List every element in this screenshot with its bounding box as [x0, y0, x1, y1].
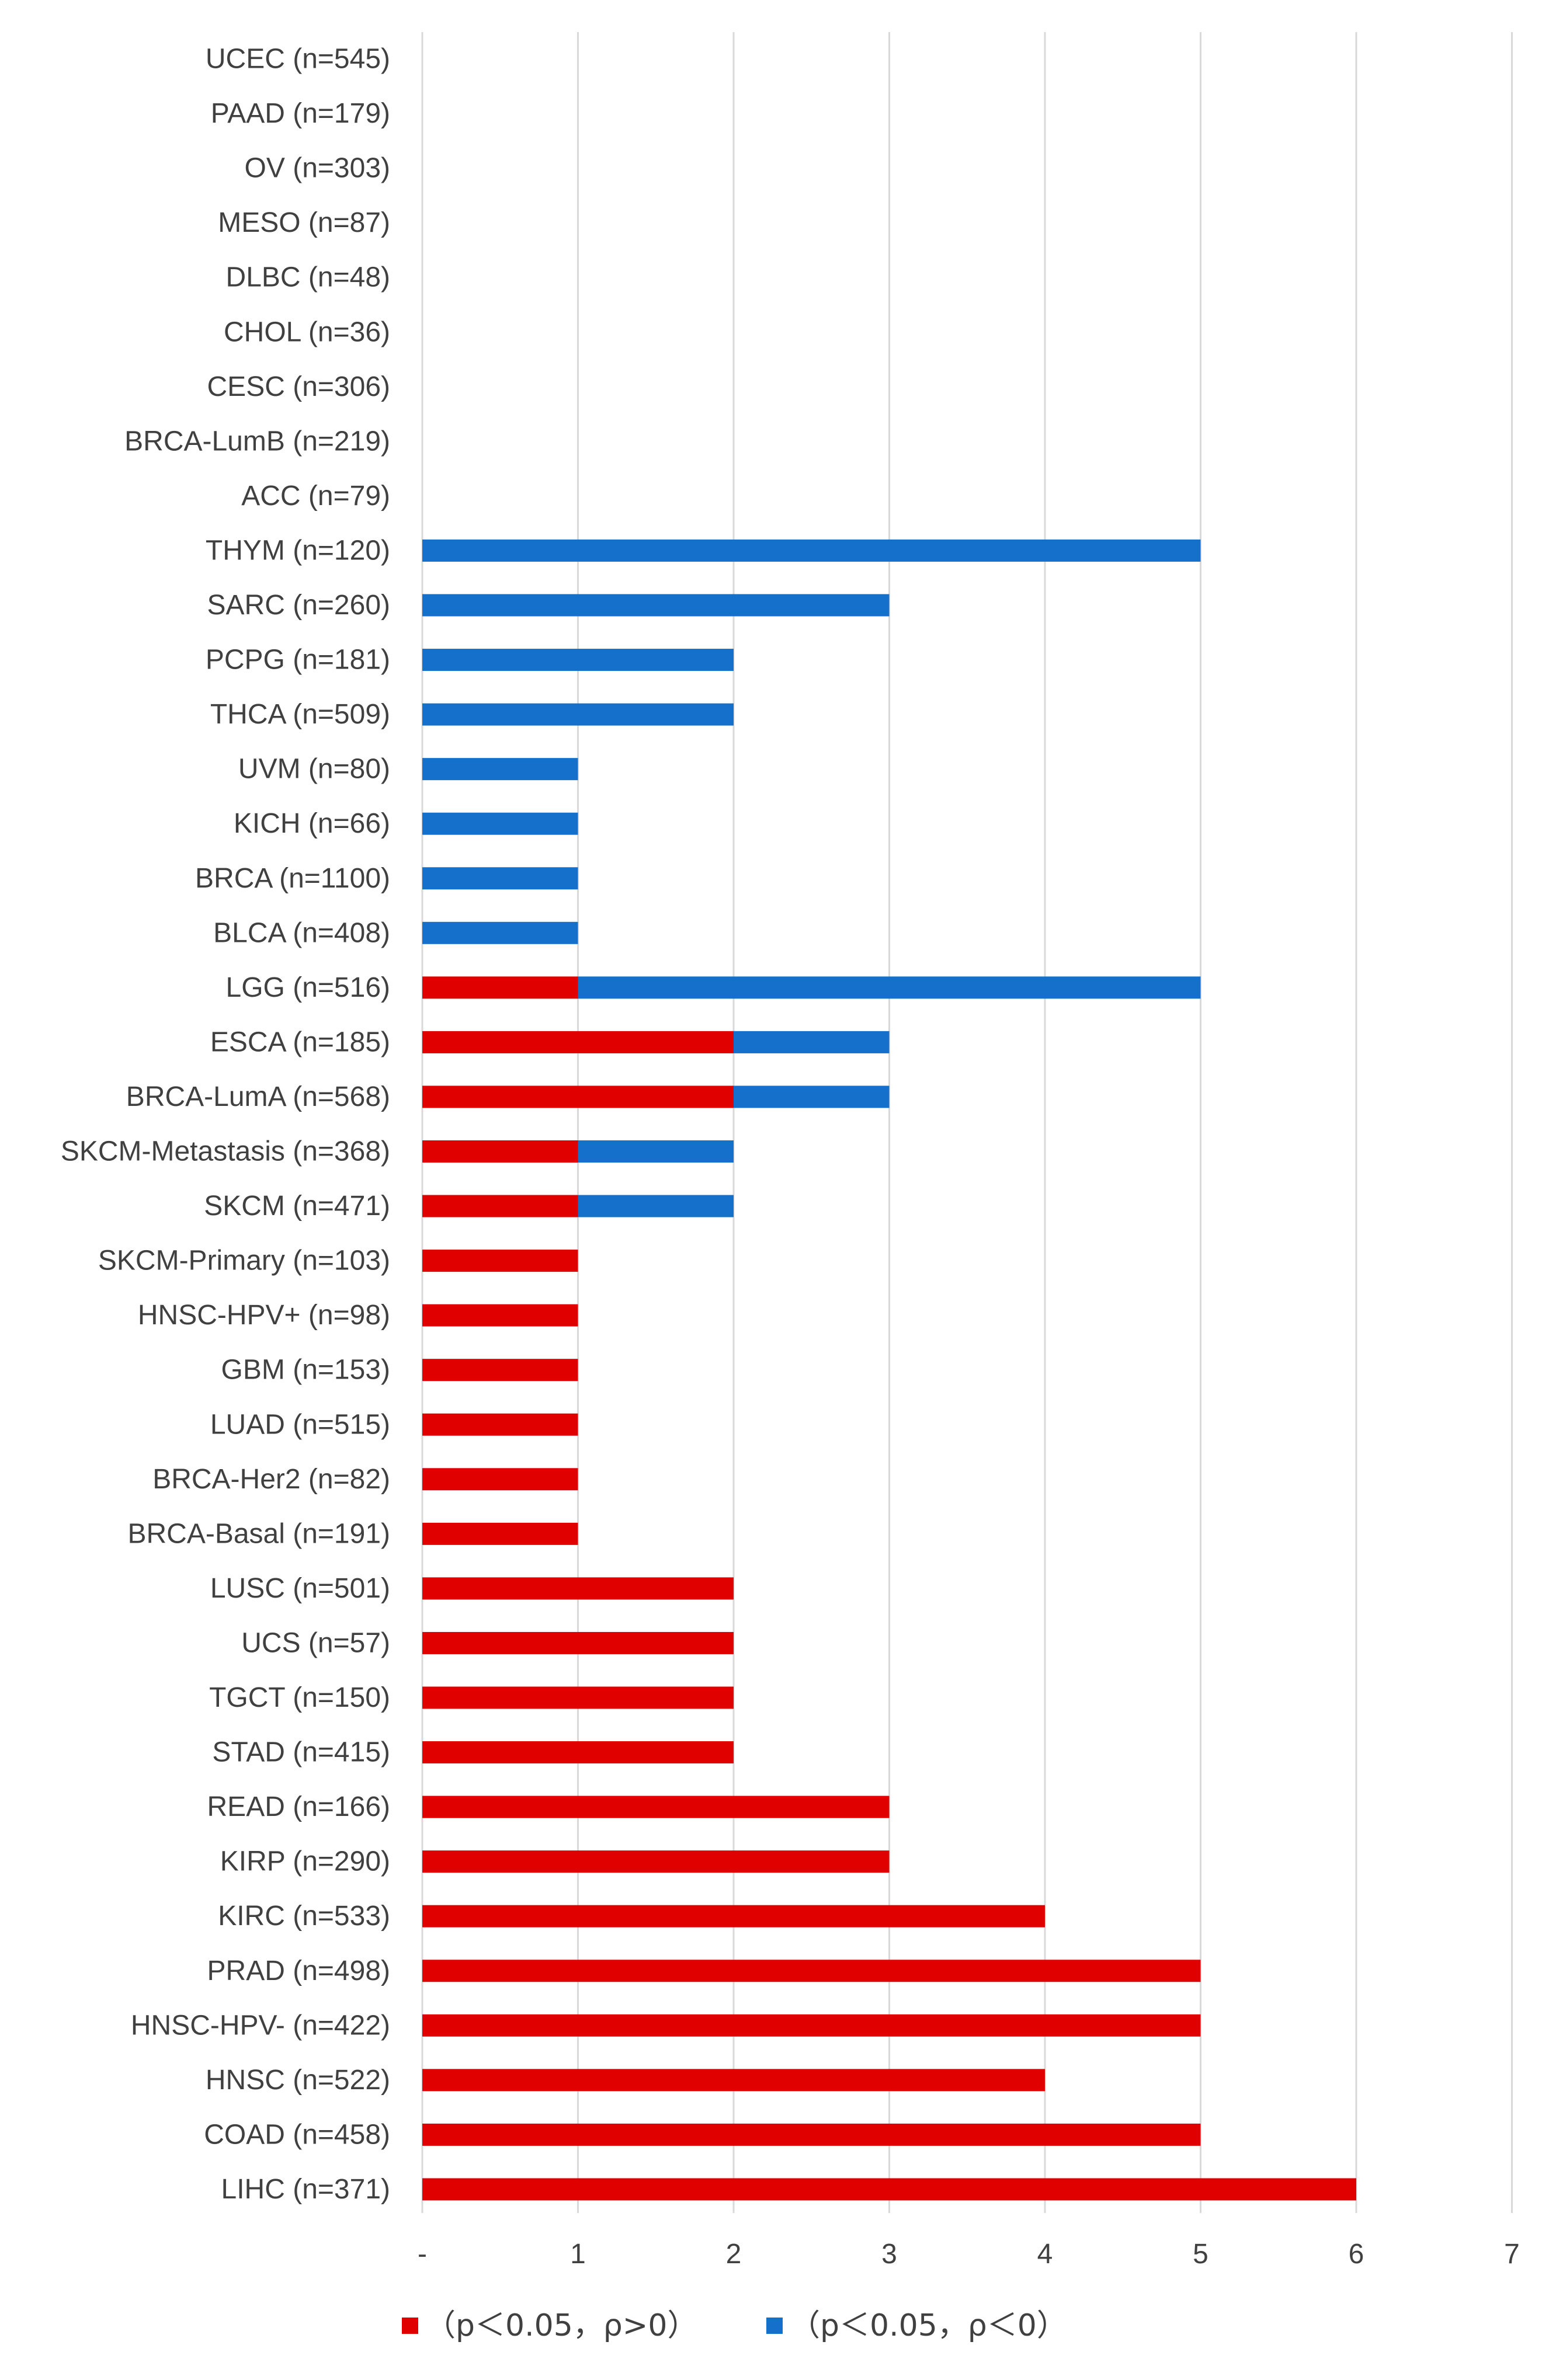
category-label: COAD (n=458) — [204, 2119, 390, 2150]
category-label: KICH (n=66) — [234, 808, 390, 839]
category-label: SKCM-Primary (n=103) — [98, 1245, 390, 1276]
x-tick-label: 3 — [881, 2239, 897, 2270]
bar-series1-17 — [422, 976, 578, 999]
bar-series1-34 — [422, 1905, 1045, 1927]
bar-series1-38 — [422, 2123, 1201, 2146]
bar-series2-9 — [422, 539, 1201, 562]
gridlines — [421, 32, 1513, 2213]
bar-series2-14 — [422, 812, 578, 835]
bars — [422, 539, 1356, 2201]
x-tick-label: 1 — [570, 2239, 586, 2270]
category-label: READ (n=166) — [207, 1791, 390, 1822]
bar-series1-39 — [422, 2178, 1356, 2201]
category-label: KIRP (n=290) — [220, 1846, 390, 1877]
category-label: HNSC-HPV- (n=422) — [131, 2010, 390, 2041]
category-labels: UCEC (n=545) PAAD (n=179) OV (n=303) MESO (… — [61, 44, 390, 2205]
bar-series2-21 — [578, 1195, 734, 1217]
bar-series1-20 — [422, 1140, 578, 1163]
x-tick-labels: - 1 2 3 4 5 6 7 — [418, 2239, 1520, 2270]
category-label: DLBC (n=48) — [226, 262, 390, 293]
legend: （p＜0.05，ρ>0） （p＜0.05，ρ＜0） — [402, 2308, 1067, 2343]
bar-series2-19 — [734, 1085, 890, 1108]
bar-series1-22 — [422, 1250, 578, 1272]
category-label: BRCA-LumB (n=219) — [124, 426, 390, 457]
category-label: BRCA-Her2 (n=82) — [152, 1464, 390, 1495]
bar-series1-31 — [422, 1741, 734, 1764]
category-label: KIRC (n=533) — [218, 1901, 390, 1932]
category-label: CESC (n=306) — [207, 371, 390, 402]
category-label: ACC (n=79) — [241, 481, 390, 512]
bar-series1-24 — [422, 1359, 578, 1382]
bar-series1-36 — [422, 2014, 1201, 2037]
bar-series2-12 — [422, 703, 734, 726]
category-label: BLCA (n=408) — [213, 917, 390, 948]
category-label: LGG (n=516) — [226, 972, 390, 1003]
bar-series1-21 — [422, 1195, 578, 1217]
x-tick-label: 4 — [1037, 2239, 1053, 2270]
bar-series2-10 — [422, 594, 890, 617]
category-label: TGCT (n=150) — [209, 1682, 390, 1713]
category-label: LIHC (n=371) — [221, 2174, 390, 2205]
bar-series1-27 — [422, 1522, 578, 1545]
bar-series1-30 — [422, 1686, 734, 1709]
legend-swatch-2 — [766, 2318, 783, 2334]
category-label: PAAD (n=179) — [211, 98, 390, 129]
category-label: LUSC (n=501) — [210, 1573, 390, 1604]
category-label: UVM (n=80) — [238, 754, 390, 785]
category-label: MESO (n=87) — [218, 207, 390, 238]
bar-series1-25 — [422, 1413, 578, 1436]
bar-series1-37 — [422, 2069, 1045, 2092]
category-label: OV (n=303) — [245, 153, 390, 184]
legend-label-2: （p＜0.05，ρ＜0） — [790, 2308, 1067, 2343]
bar-series1-28 — [422, 1577, 734, 1600]
bar-series1-35 — [422, 1960, 1201, 1982]
bar-series1-18 — [422, 1031, 734, 1053]
category-label: UCEC (n=545) — [206, 44, 390, 75]
bar-series2-13 — [422, 758, 578, 781]
category-label: UCS (n=57) — [241, 1627, 390, 1658]
bar-series2-11 — [422, 649, 734, 671]
category-label: ESCA (n=185) — [210, 1027, 390, 1057]
category-label: THCA (n=509) — [210, 699, 390, 730]
category-label: HNSC-HPV+ (n=98) — [138, 1300, 390, 1331]
bar-series1-29 — [422, 1631, 734, 1654]
category-label: LUAD (n=515) — [210, 1409, 390, 1440]
bar-series2-17 — [578, 976, 1201, 999]
category-label: SKCM-Metastasis (n=368) — [61, 1136, 390, 1167]
category-label: BRCA-LumA (n=568) — [126, 1081, 390, 1112]
x-tick-label: 6 — [1349, 2239, 1364, 2270]
bar-series1-19 — [422, 1085, 734, 1108]
category-label: CHOL (n=36) — [224, 316, 390, 347]
bar-series2-15 — [422, 867, 578, 890]
category-label: BRCA-Basal (n=191) — [127, 1518, 390, 1549]
bar-series2-18 — [734, 1031, 890, 1053]
bar-series1-23 — [422, 1304, 578, 1327]
category-label: BRCA (n=1100) — [195, 863, 390, 894]
bar-series2-16 — [422, 921, 578, 944]
bar-series1-33 — [422, 1850, 890, 1873]
bar-series1-26 — [422, 1468, 578, 1491]
category-label: PCPG (n=181) — [206, 645, 390, 676]
category-label: STAD (n=415) — [212, 1737, 390, 1768]
legend-label-1: （p＜0.05，ρ>0） — [425, 2308, 697, 2343]
x-tick-label: 2 — [726, 2239, 742, 2270]
category-label: THYM (n=120) — [206, 535, 390, 566]
bar-series1-32 — [422, 1796, 890, 1818]
category-label: HNSC (n=522) — [206, 2065, 390, 2096]
bar-series2-20 — [578, 1140, 734, 1163]
category-label: GBM (n=153) — [221, 1355, 390, 1386]
category-label: SARC (n=260) — [207, 590, 390, 621]
x-tick-label: 7 — [1504, 2239, 1520, 2270]
x-tick-label: 5 — [1193, 2239, 1208, 2270]
category-label: SKCM (n=471) — [204, 1191, 390, 1222]
category-label: PRAD (n=498) — [207, 1956, 390, 1986]
x-tick-label: - — [418, 2239, 427, 2270]
legend-swatch-1 — [402, 2318, 418, 2334]
